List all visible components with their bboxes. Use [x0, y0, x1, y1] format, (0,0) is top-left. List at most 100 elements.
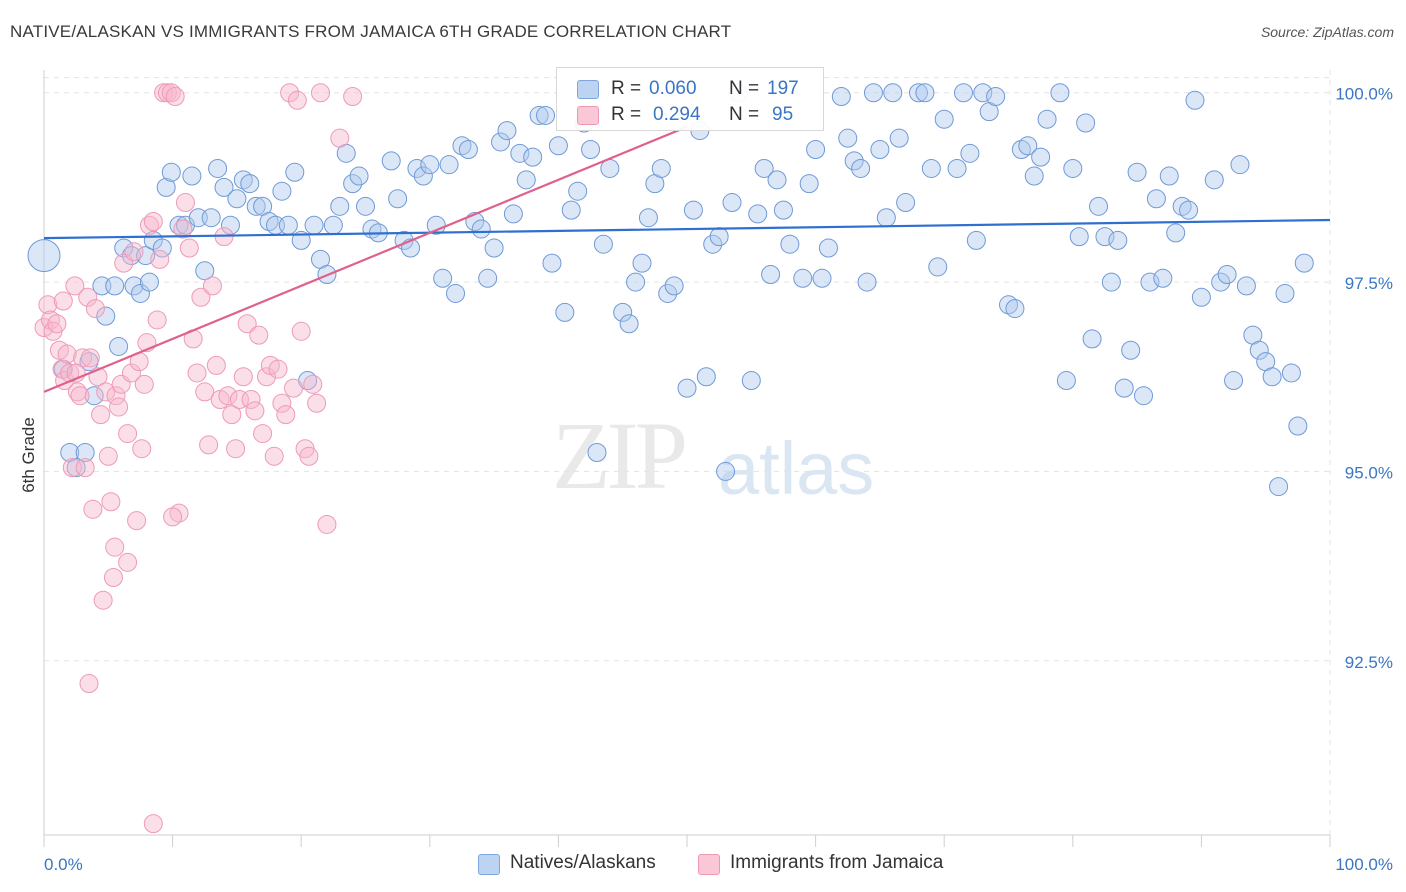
natives-point — [973, 83, 993, 103]
jamaica-point — [105, 537, 125, 557]
natives-point — [638, 208, 658, 228]
natives-point — [343, 174, 363, 194]
natives-point — [27, 239, 61, 273]
natives-point — [947, 158, 967, 178]
natives-point — [632, 253, 652, 273]
natives-point — [999, 295, 1018, 315]
trend-lines — [43, 125, 1331, 393]
natives-point — [1166, 223, 1186, 243]
natives-point — [330, 196, 350, 216]
jamaica-point — [179, 238, 199, 258]
natives-point — [780, 234, 800, 254]
jamaica-point — [47, 314, 67, 334]
natives-point — [1024, 166, 1044, 186]
natives-point — [883, 83, 903, 103]
jamaica-trend-line — [43, 125, 688, 393]
jamaica-point — [169, 503, 189, 523]
y-tick-label: 95.0% — [1345, 463, 1393, 482]
natives-point — [773, 200, 793, 220]
bottom-legend-swatch-jamaica — [698, 854, 720, 875]
natives-point — [182, 166, 202, 186]
jamaica-point — [222, 405, 242, 425]
natives-point — [121, 246, 141, 266]
natives-point — [626, 272, 646, 292]
natives-point — [568, 181, 588, 201]
natives-point — [523, 147, 543, 167]
jamaica-point — [106, 386, 126, 406]
natives-point — [548, 136, 568, 156]
natives-point — [619, 314, 639, 334]
tick-labels: 92.5% 95.0% 97.5% 100.0% 0.0% 100.0% 6th Grade — [19, 85, 1393, 874]
natives-point — [420, 155, 440, 175]
natives-point — [285, 162, 305, 182]
legend-swatch-natives — [577, 80, 599, 99]
axes — [43, 70, 1331, 847]
natives-point — [109, 336, 129, 356]
jamaica-point — [187, 363, 207, 383]
natives-point — [169, 215, 189, 235]
natives-point — [863, 83, 883, 103]
natives-point — [703, 234, 723, 254]
jamaica-point — [132, 439, 152, 459]
natives-point — [799, 174, 819, 194]
jamaica-point — [143, 814, 163, 834]
natives-point — [227, 189, 247, 209]
jamaica-point — [226, 439, 246, 459]
chart-source: Source: ZipAtlas.com — [1260, 24, 1394, 40]
y-axis-label: 6th Grade — [19, 417, 38, 493]
natives-point — [452, 136, 472, 156]
jamaica-point — [118, 552, 138, 572]
natives-point — [934, 109, 954, 129]
jamaica-point — [118, 424, 138, 444]
natives-point — [1204, 170, 1224, 190]
jamaica-point — [103, 567, 123, 587]
y-tick-label: 97.5% — [1345, 274, 1393, 293]
jamaica-point — [109, 397, 129, 417]
natives-point — [214, 177, 234, 197]
jamaica-point — [233, 367, 253, 387]
natives-point — [1159, 166, 1179, 186]
natives-point — [356, 196, 375, 216]
jamaica-point — [299, 446, 319, 466]
legend-r-value: 0.060 — [649, 78, 697, 99]
natives-point — [1108, 230, 1128, 250]
jamaica-point — [245, 401, 265, 421]
natives-point — [812, 268, 832, 288]
natives-point — [921, 158, 941, 178]
natives-point — [278, 215, 298, 235]
natives-point — [542, 253, 562, 273]
natives-point — [876, 208, 896, 228]
jamaica-point — [57, 344, 77, 364]
jamaica-point — [175, 193, 195, 213]
jamaica-point — [310, 83, 330, 103]
natives-point — [413, 166, 433, 186]
natives-point — [1121, 340, 1141, 360]
natives-point — [1236, 276, 1256, 296]
natives-point — [161, 162, 181, 182]
natives-point — [510, 143, 530, 163]
natives-point — [75, 443, 95, 462]
jamaica-point — [75, 458, 95, 478]
natives-point — [529, 105, 549, 125]
jamaica-point — [307, 393, 327, 413]
natives-point — [664, 276, 684, 296]
jamaica-point — [253, 424, 273, 444]
natives-point — [793, 268, 813, 288]
jamaica-point — [150, 249, 170, 269]
natives-point — [484, 238, 504, 258]
natives-point — [1095, 227, 1115, 247]
natives-point — [1134, 386, 1154, 406]
jamaica-point — [70, 386, 90, 406]
natives-point — [516, 170, 536, 190]
legend-r-value: 0.294 — [653, 104, 701, 125]
natives-point — [896, 193, 916, 213]
natives-point — [555, 302, 575, 322]
natives-point — [851, 158, 871, 178]
natives-point — [491, 132, 511, 152]
natives-point — [741, 371, 761, 391]
natives-point — [114, 238, 134, 258]
jamaica-point — [229, 389, 249, 409]
natives-point — [478, 268, 498, 288]
natives-point — [748, 204, 768, 224]
natives-point — [677, 378, 697, 398]
